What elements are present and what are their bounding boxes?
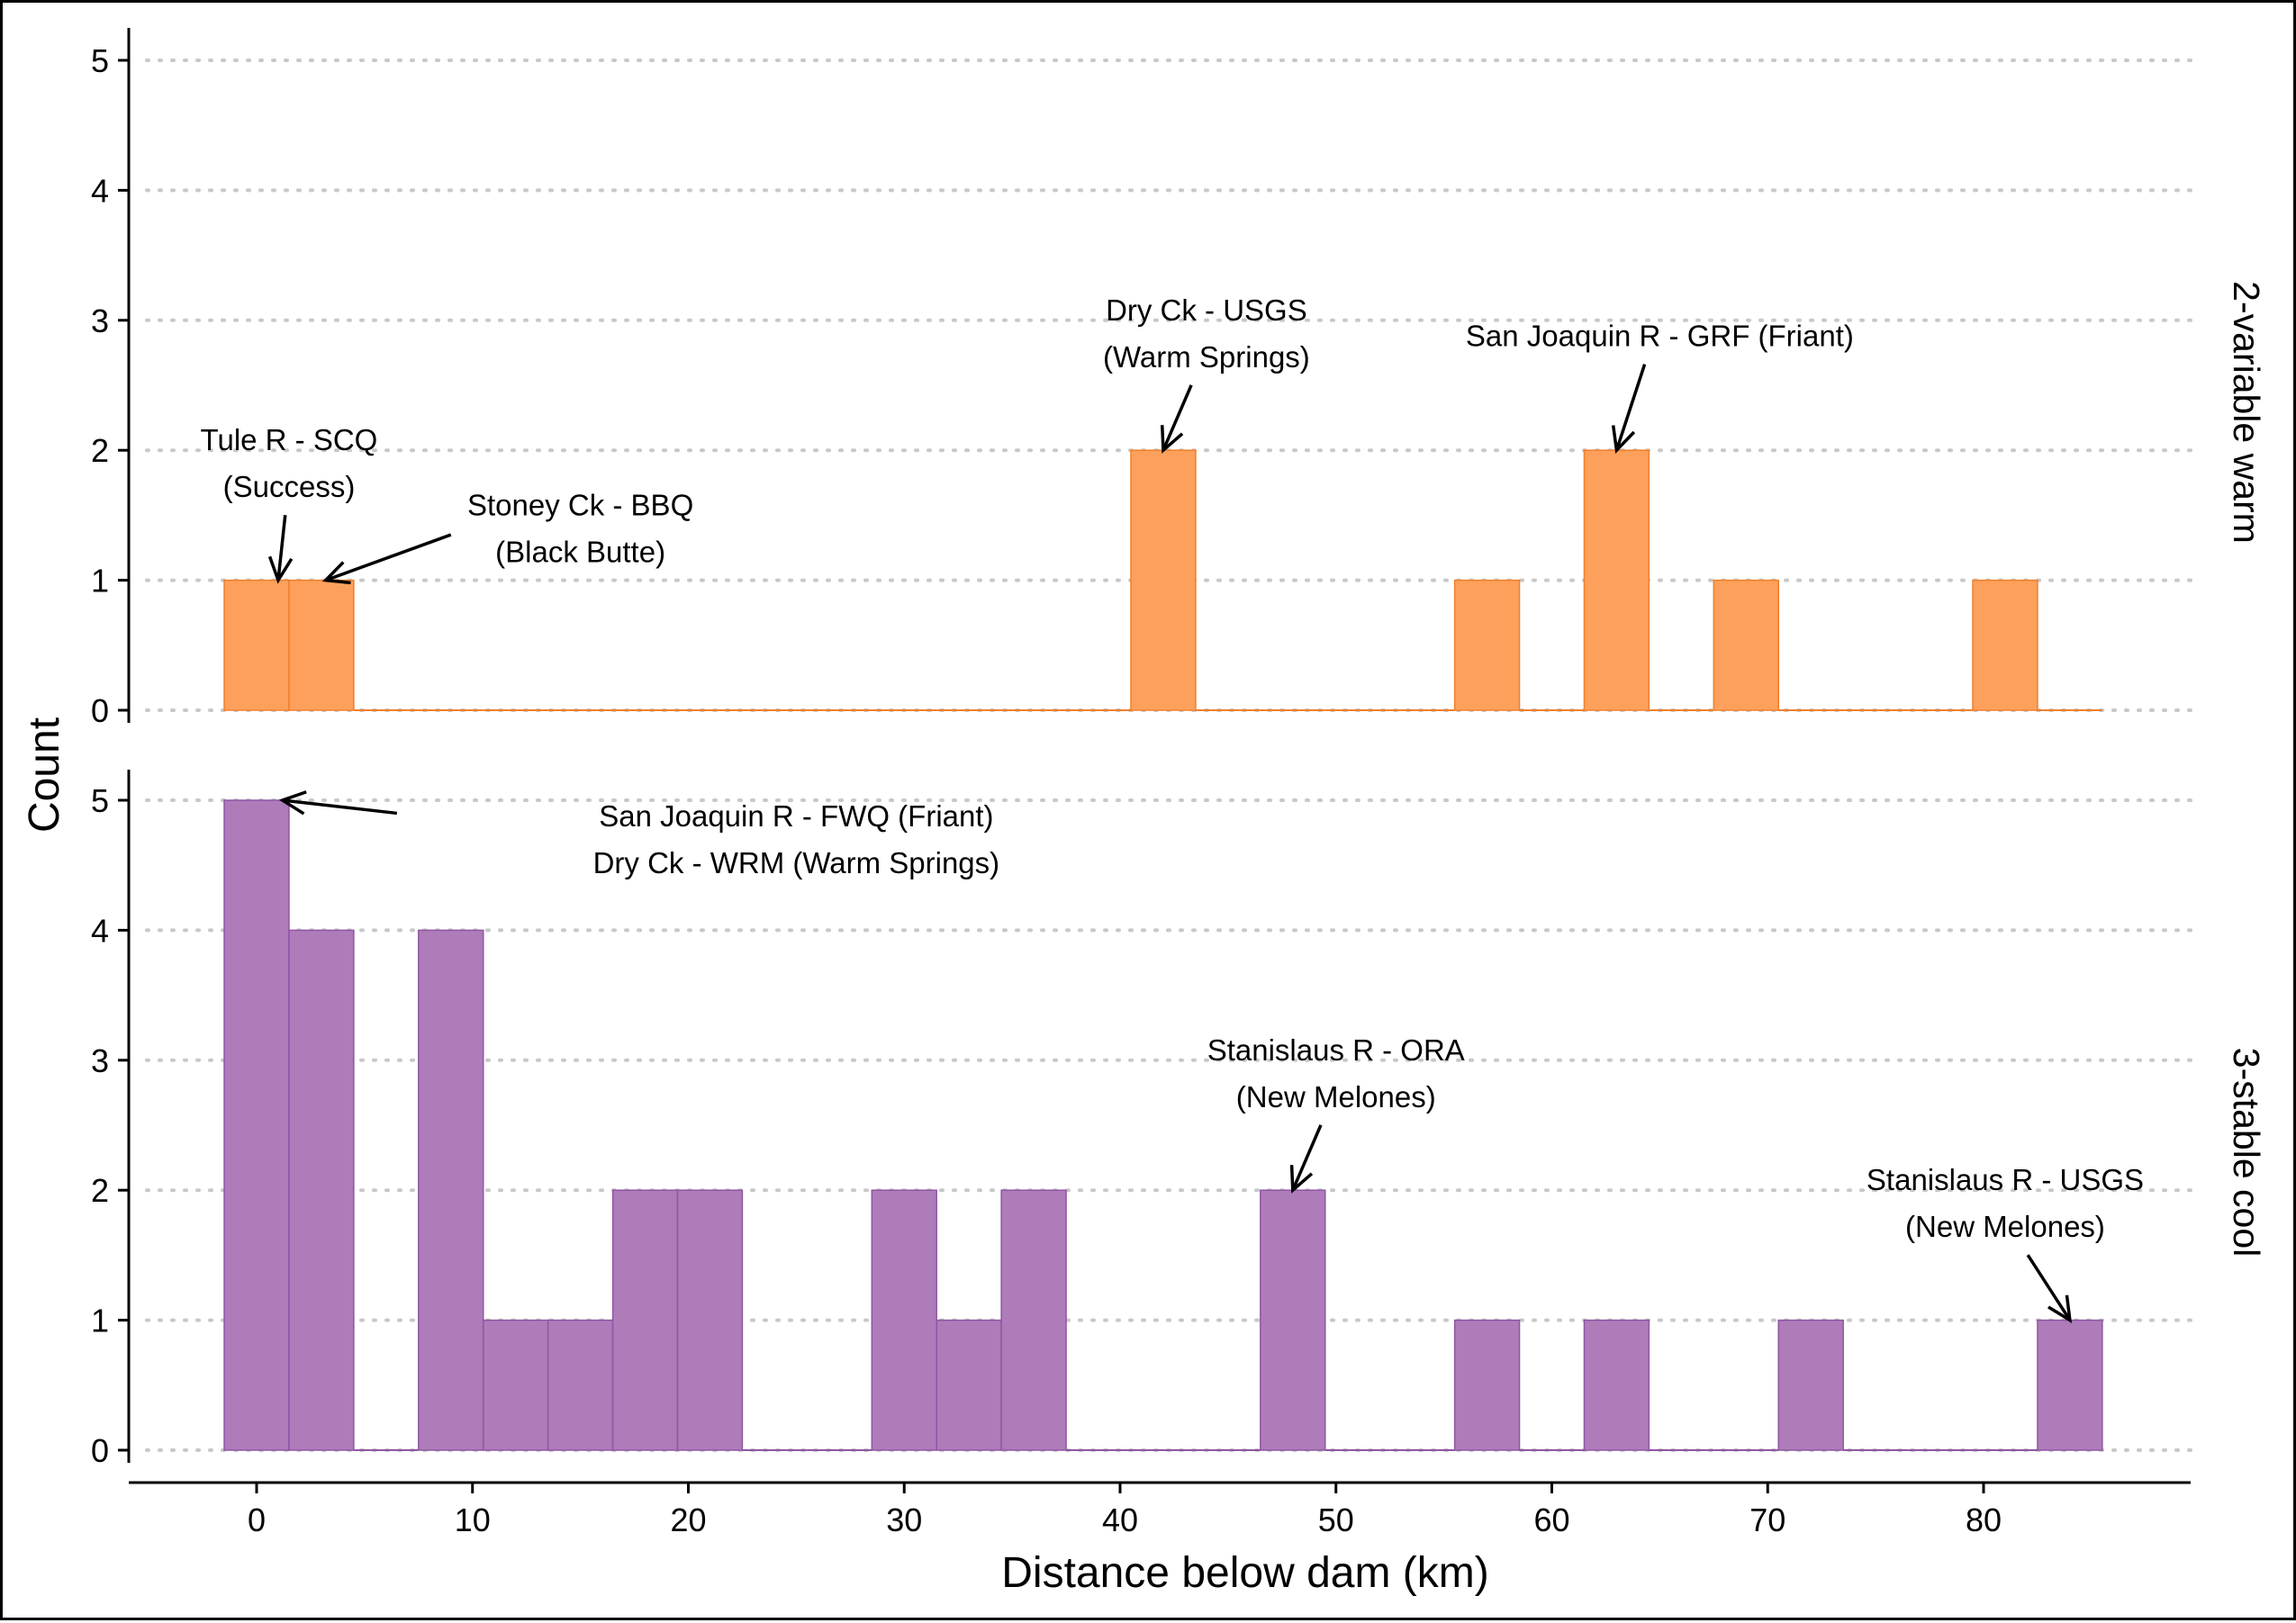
- annotation-arrowhead: [278, 790, 307, 816]
- annotation-label: Dry Ck - USGS (Warm Springs): [1103, 293, 1310, 374]
- annotation-line: Stanislaus R - ORA: [1207, 1033, 1465, 1067]
- annotation-line: San Joaquin R - GRF (Friant): [1466, 320, 1854, 353]
- annotation-line: Tule R - SCQ: [201, 423, 378, 456]
- y-tick-label: 5: [91, 782, 109, 819]
- annotation-line: (Black Butte): [495, 535, 665, 568]
- annotation-arrowhead: [321, 561, 351, 585]
- annotation-line: Dry Ck - USGS: [1106, 293, 1307, 327]
- annotation-arrowhead: [1289, 1165, 1314, 1194]
- histogram-bar: [482, 1319, 549, 1451]
- panel-strip-label: 3-stable cool: [2226, 1048, 2267, 1257]
- annotation-arrow: [1614, 364, 1647, 451]
- annotations: Tule R - SCQ (Success) Stoney Ck - BBQ (Bla…: [201, 293, 2144, 1323]
- histogram-bar: [676, 1189, 744, 1451]
- panel-strip-label: 2-variable warm: [2226, 281, 2267, 544]
- y-tick-label: 1: [91, 563, 109, 600]
- x-tick-label: 70: [1749, 1501, 1785, 1538]
- histogram-bar: [1130, 449, 1197, 711]
- histogram-bar: [288, 929, 355, 1451]
- annotation-label: San Joaquin R - GRF (Friant): [1466, 320, 1854, 353]
- y-tick-label: 0: [91, 692, 109, 729]
- y-tick-label: 1: [91, 1303, 109, 1339]
- histogram-bar: [611, 1189, 679, 1451]
- histogram-bar: [2037, 1319, 2103, 1451]
- histogram-chart: 0 1 2 3 4 5 2-variable warm 0 1 2 3 4 5 3-stable cool…: [21, 28, 2267, 1597]
- annotation-label: Tule R - SCQ (Success): [201, 423, 378, 503]
- annotation-arrowhead: [1611, 425, 1636, 455]
- x-tick-label: 60: [1533, 1501, 1569, 1538]
- histogram-bar: [1713, 579, 1779, 711]
- axes: 0 1 2 3 4 5 2-variable warm 0 1 2 3 4 5 3-stable cool…: [91, 28, 2267, 1538]
- annotation-arrowhead: [2047, 1294, 2073, 1323]
- x-tick-label: 50: [1318, 1501, 1354, 1538]
- y-axis-title: Count: [21, 717, 68, 833]
- x-tick-label: 40: [1102, 1501, 1138, 1538]
- histogram-bar: [1972, 579, 2038, 711]
- histogram-bar: [223, 799, 290, 1451]
- annotation-arrow: [1162, 384, 1193, 451]
- histogram-bar: [1260, 1189, 1326, 1451]
- y-tick-label: 3: [91, 302, 109, 339]
- annotation-label: Stoney Ck - BBQ (Black Butte): [467, 488, 693, 568]
- histogram-bar: [547, 1319, 614, 1451]
- x-tick-label: 80: [1966, 1501, 2002, 1538]
- annotation-arrowhead: [1160, 425, 1184, 454]
- x-tick-label: 0: [248, 1501, 266, 1538]
- y-tick-label: 2: [91, 1172, 109, 1209]
- x-tick-label: 10: [455, 1501, 491, 1538]
- histogram-bar: [936, 1319, 1002, 1451]
- y-tick-label: 4: [91, 172, 109, 209]
- y-tick-label: 3: [91, 1042, 109, 1079]
- annotation-line: (New Melones): [1905, 1210, 2105, 1243]
- annotation-arrow: [2026, 1254, 2072, 1321]
- y-tick-label: 0: [91, 1432, 109, 1469]
- annotation-line: Stoney Ck - BBQ: [467, 488, 693, 521]
- annotation-label: Stanislaus R - USGS (New Melones): [1867, 1163, 2144, 1243]
- histogram-bar: [871, 1189, 937, 1451]
- annotation-arrow: [1291, 1124, 1323, 1191]
- annotation-line: (New Melones): [1236, 1080, 1436, 1114]
- annotation-line: (Success): [223, 470, 356, 503]
- annotation-label: Stanislaus R - ORA (New Melones): [1207, 1033, 1465, 1114]
- histogram-bar: [1453, 1319, 1521, 1451]
- x-tick-label: 30: [886, 1501, 922, 1538]
- gridlines: [145, 59, 2192, 1452]
- histogram-bar: [1777, 1319, 1844, 1451]
- x-axis-title: Distance below dam (km): [1001, 1549, 1489, 1597]
- annotation-line: Stanislaus R - USGS: [1867, 1163, 2144, 1196]
- histogram-bar: [418, 929, 484, 1451]
- histogram-bar: [288, 579, 355, 711]
- annotation-arrow: [282, 798, 398, 816]
- y-tick-label: 4: [91, 912, 109, 949]
- annotation-label: San Joaquin R - FWQ (Friant) Dry Ck - WRM…: [593, 799, 1000, 879]
- annotation-line: San Joaquin R - FWQ (Friant): [599, 799, 993, 833]
- histogram-bar: [1000, 1189, 1067, 1451]
- histogram-bar: [1583, 449, 1650, 711]
- y-tick-label: 2: [91, 432, 109, 469]
- y-tick-label: 5: [91, 42, 109, 79]
- annotation-arrow: [276, 515, 287, 581]
- annotation-arrow: [325, 533, 452, 582]
- annotation-arrowhead: [267, 555, 294, 584]
- histogram-bar: [223, 579, 290, 711]
- histogram-bar: [1583, 1319, 1650, 1451]
- bars: [223, 449, 2103, 1451]
- x-tick-label: 20: [670, 1501, 706, 1538]
- histogram-bar: [1453, 579, 1521, 711]
- annotation-line: Dry Ck - WRM (Warm Springs): [593, 846, 1000, 879]
- annotation-line: (Warm Springs): [1103, 340, 1310, 374]
